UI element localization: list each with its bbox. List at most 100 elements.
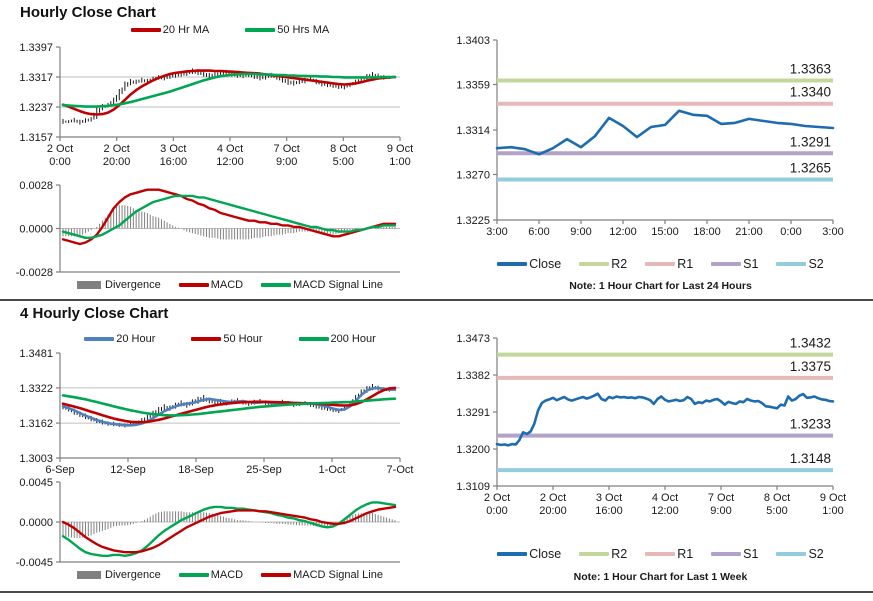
svg-text:7 Oct: 7 Oct <box>708 492 734 504</box>
legend-swatch <box>711 552 742 556</box>
svg-text:1.3481: 1.3481 <box>19 348 53 360</box>
svg-text:12-Sep: 12-Sep <box>110 464 145 476</box>
svg-text:0.0045: 0.0045 <box>19 477 53 489</box>
legend-label: Divergence <box>105 279 161 291</box>
legend-label: 20 Hr MA <box>162 24 210 36</box>
legend-item-50-hrs-ma: 50 Hrs MA <box>245 24 329 36</box>
hourly-macd-legend: Divergence MACD MACD Signal Line <box>60 277 400 293</box>
legend-swatch <box>130 28 161 32</box>
h4-macd-legend: Divergence MACD MACD Signal Line <box>60 567 400 583</box>
legend-label: S2 <box>808 257 824 271</box>
legend-swatch <box>261 283 292 287</box>
svg-text:1.3473: 1.3473 <box>456 333 490 345</box>
svg-text:9:00: 9:00 <box>710 505 731 517</box>
svg-text:1:00: 1:00 <box>389 156 410 168</box>
svg-text:0.0028: 0.0028 <box>19 180 53 192</box>
legend-item-s1: S1 <box>711 547 758 561</box>
svg-text:5:00: 5:00 <box>766 505 787 517</box>
legend-label: S1 <box>743 257 759 271</box>
svg-text:2 Oct: 2 Oct <box>47 143 73 155</box>
svg-text:8 Oct: 8 Oct <box>330 143 356 155</box>
svg-text:4 Oct: 4 Oct <box>652 492 678 504</box>
svg-text:18:00: 18:00 <box>693 226 721 238</box>
svg-text:4 Oct: 4 Oct <box>217 143 243 155</box>
svg-text:1.3322: 1.3322 <box>19 383 53 395</box>
svg-text:20:00: 20:00 <box>539 505 567 517</box>
legend-label: 200 Hour <box>330 333 376 345</box>
legend-item-s2: S2 <box>776 257 824 271</box>
svg-text:-0.0045: -0.0045 <box>16 557 53 569</box>
svg-text:9 Oct: 9 Oct <box>820 492 846 504</box>
svg-text:2 Oct: 2 Oct <box>104 143 130 155</box>
h4-macd-chart: 0.0045 0.0000 -0.0045 <box>16 477 400 569</box>
svg-text:1.3270: 1.3270 <box>456 169 490 181</box>
svg-text:12:00: 12:00 <box>651 505 679 517</box>
svg-text:1.3157: 1.3157 <box>19 132 53 144</box>
svg-text:1.3363: 1.3363 <box>790 61 831 76</box>
legend-item-20-hour: 20 Hour <box>84 333 155 345</box>
legend-swatch <box>77 281 102 289</box>
section-divider <box>0 299 873 301</box>
legend-swatch <box>178 573 209 577</box>
svg-text:15:00: 15:00 <box>651 226 679 238</box>
legend-item-50-hour: 50 Hour <box>191 333 263 345</box>
legend-label: R2 <box>611 547 628 561</box>
legend-item-close: Close <box>497 547 561 561</box>
svg-text:1.3162: 1.3162 <box>19 418 53 430</box>
svg-text:5:00: 5:00 <box>333 156 354 168</box>
h4-ma-legend: 20 Hour 50 Hour 200 Hour <box>60 331 400 347</box>
svg-text:0:00: 0:00 <box>780 226 801 238</box>
legend-item-macd-signal-line: MACD Signal Line <box>261 279 383 291</box>
legend-swatch <box>711 262 742 266</box>
svg-text:2 Oct: 2 Oct <box>540 492 566 504</box>
legend-item-divergence: Divergence <box>77 279 161 291</box>
legend-item-r2: R2 <box>579 547 627 561</box>
svg-text:9:00: 9:00 <box>276 156 297 168</box>
legend-item-divergence: Divergence <box>77 569 161 581</box>
svg-text:20:00: 20:00 <box>103 156 131 168</box>
svg-text:1.3291: 1.3291 <box>456 407 490 419</box>
legend-label: Divergence <box>105 569 161 581</box>
svg-text:1.3237: 1.3237 <box>19 102 53 114</box>
svg-text:1.3382: 1.3382 <box>456 370 490 382</box>
svg-text:1.3317: 1.3317 <box>19 72 53 84</box>
svg-text:6:00: 6:00 <box>528 226 549 238</box>
svg-text:25-Sep: 25-Sep <box>246 464 281 476</box>
svg-text:1.3397: 1.3397 <box>19 42 53 54</box>
legend-swatch <box>776 262 807 266</box>
legend-swatch <box>645 262 676 266</box>
legend-item-200-hour: 200 Hour <box>298 333 376 345</box>
legend-swatch <box>178 283 209 287</box>
svg-text:7-Oct: 7-Oct <box>387 464 414 476</box>
legend-swatch <box>261 573 292 577</box>
svg-text:3:00: 3:00 <box>822 226 843 238</box>
svg-text:3:00: 3:00 <box>486 226 507 238</box>
legend-label: S2 <box>808 547 824 561</box>
svg-text:16:00: 16:00 <box>160 156 188 168</box>
legend-label: MACD Signal Line <box>293 569 383 581</box>
legend-swatch <box>497 262 528 266</box>
legend-label: 50 Hrs MA <box>277 24 330 36</box>
hourly-sr-note: Note: 1 Hour Chart for Last 24 Hours <box>569 280 752 292</box>
h4-sr-legend: Close R2 R1 S1 S2 <box>488 545 833 563</box>
legend-item-r1: R1 <box>645 257 693 271</box>
legend-label: 50 Hour <box>223 333 263 345</box>
4-hourly-close-chart-title: 4 Hourly Close Chart <box>20 305 169 322</box>
hourly-ma-legend: 20 Hr MA 50 Hrs MA <box>60 22 400 38</box>
legend-item-macd-signal-line: MACD Signal Line <box>261 569 383 581</box>
legend-label: MACD Signal Line <box>293 279 383 291</box>
svg-text:6-Sep: 6-Sep <box>45 464 74 476</box>
legend-item-s1: S1 <box>711 257 758 271</box>
hourly-macd-divergence-bars <box>62 205 396 240</box>
legend-swatch <box>776 552 807 556</box>
svg-text:1.3403: 1.3403 <box>456 35 490 47</box>
svg-text:9 Oct: 9 Oct <box>387 143 413 155</box>
legend-item-macd: MACD <box>178 279 243 291</box>
legend-item-r2: R2 <box>579 257 627 271</box>
